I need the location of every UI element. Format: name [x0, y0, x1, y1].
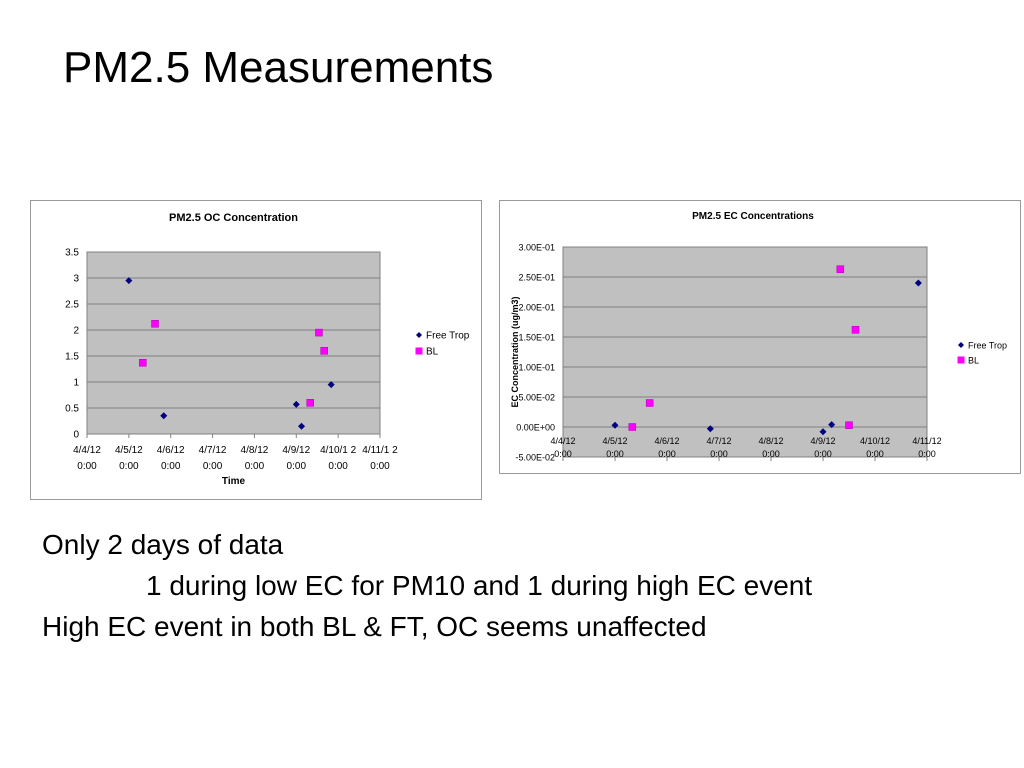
ec-x-tick-label: 4/8/12 0:00	[758, 436, 783, 459]
ec-y-tick-label: 3.00E-01	[518, 243, 555, 253]
ec-y-axis-label: EC Concentration (ug/m3)	[510, 296, 520, 407]
note-line-3: High EC event in both BL & FT, OC seems …	[42, 611, 707, 642]
ec-legend-label-bl: BL	[968, 356, 979, 366]
ec-y-tick-label: 5.00E-02	[518, 393, 555, 403]
oc-x-tick-label: 4/5/12 0:00	[115, 445, 143, 472]
oc-point-bl	[306, 399, 314, 407]
oc-x-tick-label: 4/6/12 0:00	[157, 445, 185, 472]
oc-legend-label-bl: BL	[426, 347, 439, 358]
oc-legend-marker-bl	[415, 347, 423, 355]
oc-point-bl	[315, 328, 323, 337]
oc-x-tick-label: 4/11/1 2 0:00	[362, 445, 398, 472]
oc-point-free-trop	[125, 277, 133, 285]
ec-point-bl	[845, 421, 853, 429]
ec-x-tick-label: 4/7/12 0:00	[706, 436, 731, 459]
oc-chart-svg: PM2.5 OC Concentration 0 0.5 1 1.5 2 2.5 3 3.5 4/…	[65, 212, 470, 487]
ec-point-free-trop	[706, 425, 714, 433]
oc-y-tick-label: 2	[73, 326, 79, 337]
oc-x-tick-label: 4/4/12 0:00	[73, 445, 101, 472]
ec-y-tick-label: 1.00E-01	[518, 363, 555, 373]
note-line-1: Only 2 days of data	[42, 529, 284, 560]
ec-point-free-trop	[819, 428, 827, 436]
oc-point-free-trop	[160, 412, 168, 420]
ec-x-tick-label: 4/5/12 0:00	[602, 436, 627, 459]
oc-x-tick-label: 4/8/12 0:00	[241, 445, 269, 472]
ec-y-tick-label: 2.50E-01	[518, 273, 555, 283]
ec-y-tick-label: -5.00E-02	[515, 453, 555, 463]
oc-point-bl	[320, 347, 328, 355]
oc-chart-title: PM2.5 OC Concentration	[169, 212, 298, 224]
ec-point-bl	[836, 265, 845, 273]
ec-legend-marker-free-trop	[958, 342, 964, 348]
oc-plot-area	[86, 251, 381, 435]
slide-title: PM2.5 Measurements	[63, 43, 494, 92]
oc-y-tick-label: 1	[73, 378, 79, 389]
oc-x-tick-label: 4/7/12 0:00	[199, 445, 227, 472]
oc-x-tick-label: 4/10/1 2 0:00	[320, 445, 357, 472]
oc-point-free-trop	[327, 381, 335, 389]
ec-y-tick-label: 0.00E+00	[516, 423, 555, 433]
ec-point-free-trop	[611, 421, 619, 429]
ec-x-tick-label: 4/6/12 0:00	[654, 436, 679, 459]
oc-point-bl	[139, 359, 147, 367]
oc-y-tick-label: 1.5	[65, 352, 79, 363]
oc-point-bl	[151, 320, 159, 328]
ec-plot-area	[562, 246, 928, 458]
oc-point-free-trop	[298, 422, 306, 430]
ec-x-tick-label: 4/10/12 0:00	[860, 436, 890, 459]
ec-chart-title: PM2.5 EC Concentrations	[692, 211, 814, 222]
ec-point-free-trop	[828, 421, 836, 429]
oc-y-tick-label: 2.5	[65, 300, 79, 311]
ec-chart: PM2.5 EC Concentrations -5.00E-02 0.00E+00…	[499, 200, 1021, 474]
ec-y-tick-label: 1.50E-01	[518, 333, 555, 343]
oc-y-tick-label: 3.5	[65, 248, 79, 259]
ec-x-tick-label: 4/11/12 0:00	[912, 436, 941, 459]
oc-y-tick-label: 0.5	[65, 404, 79, 415]
ec-x-tick-label: 4/4/12 0:00	[550, 436, 575, 459]
ec-x-tick-label: 4/9/12 0:00	[810, 436, 835, 459]
ec-y-tick-label: 2.00E-01	[518, 303, 555, 313]
note-line-2: 1 during low EC for PM10 and 1 during hi…	[146, 570, 813, 601]
oc-legend-label-free-trop: Free Trop	[426, 331, 470, 342]
oc-x-axis-label: Time	[222, 476, 246, 487]
ec-point-free-trop	[914, 279, 922, 287]
ec-point-bl	[851, 326, 860, 334]
oc-y-tick-label: 0	[73, 430, 79, 441]
oc-x-tick-label: 4/9/12 0:00	[282, 445, 310, 472]
ec-legend-marker-bl	[957, 356, 965, 364]
oc-y-tick-label: 3	[73, 274, 79, 285]
ec-point-bl	[645, 399, 654, 407]
oc-chart: PM2.5 OC Concentration 0 0.5 1 1.5 2 2.5 3 3.5 4/…	[30, 200, 482, 500]
oc-point-free-trop	[292, 400, 300, 408]
ec-chart-svg: PM2.5 EC Concentrations -5.00E-02 0.00E+00…	[510, 211, 1007, 463]
ec-legend-label-free-trop: Free Trop	[968, 341, 1007, 351]
oc-legend-marker-free-trop	[416, 332, 422, 338]
ec-point-bl	[628, 423, 637, 431]
